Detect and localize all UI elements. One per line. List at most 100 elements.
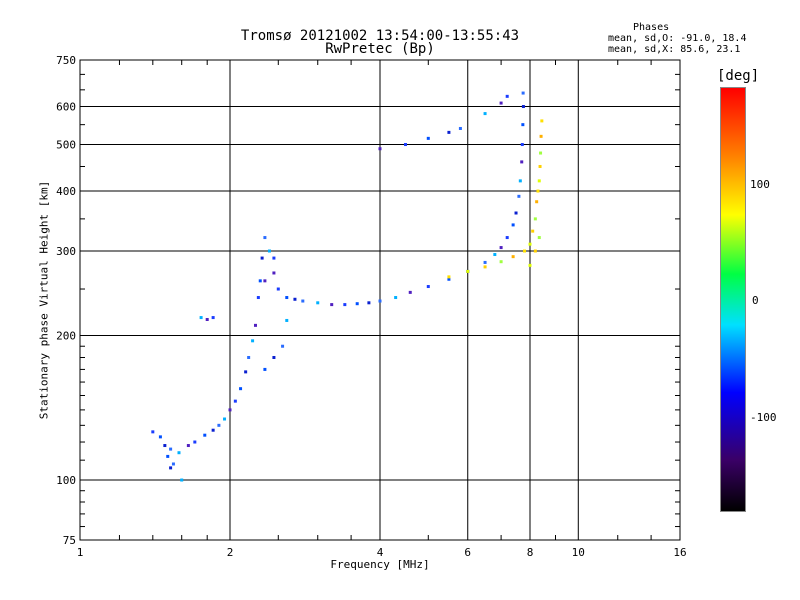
o-mode-point	[253, 323, 257, 327]
x-mode-point	[466, 269, 470, 273]
x-mode-point	[537, 236, 541, 240]
o-mode-point	[171, 462, 175, 466]
o-mode-point	[239, 387, 243, 391]
x-axis-label: Frequency [MHz]	[330, 558, 430, 571]
o-mode-point	[316, 301, 320, 305]
o-mode-point	[276, 287, 280, 291]
o-mode-point	[163, 444, 167, 448]
y-tick-label: 400	[56, 185, 76, 198]
o-mode-point	[256, 296, 260, 300]
grid-lines	[80, 60, 680, 540]
phase-o-stats: mean, sd,O: -91.0, 18.4	[608, 33, 747, 44]
o-mode-point	[520, 160, 524, 164]
o-mode-point	[514, 211, 518, 215]
o-mode-point	[378, 299, 382, 303]
o-mode-point	[151, 430, 155, 434]
colorbar-tick-label: 100	[750, 178, 770, 191]
o-mode-point	[505, 236, 509, 240]
x-mode-point	[447, 275, 451, 279]
x-mode-point	[528, 263, 532, 267]
o-mode-point	[493, 253, 497, 257]
o-mode-point	[355, 302, 359, 306]
x-mode-point	[531, 229, 535, 233]
o-mode-point	[343, 303, 347, 307]
phase-heading: Phases	[633, 22, 670, 33]
x-mode-point	[537, 179, 541, 183]
o-mode-point	[223, 417, 227, 421]
x-mode-point	[511, 255, 515, 259]
data-points	[151, 91, 544, 482]
colorbar-unit: [deg]	[717, 68, 760, 84]
o-mode-point	[521, 105, 525, 109]
y-tick-label: 600	[56, 101, 76, 114]
o-mode-point	[199, 316, 203, 320]
o-mode-point	[158, 435, 162, 439]
x-mode-point	[533, 249, 537, 253]
y-tick-label: 750	[56, 54, 76, 67]
o-mode-point	[499, 246, 503, 250]
o-mode-point	[228, 408, 232, 412]
x-mode-point	[528, 242, 532, 246]
o-mode-point	[483, 260, 487, 264]
colorbar-tick-label: 0	[752, 294, 759, 307]
o-mode-point	[378, 147, 382, 151]
o-mode-point	[169, 466, 173, 470]
o-mode-point	[263, 279, 267, 283]
o-mode-point	[367, 301, 371, 305]
o-mode-point	[285, 296, 289, 300]
x-mode-point	[539, 151, 543, 155]
x-tick-label: 10	[572, 546, 585, 559]
o-mode-point	[260, 256, 264, 260]
o-mode-point	[267, 249, 271, 253]
x-tick-label: 4	[377, 546, 384, 559]
y-tick-label: 300	[56, 245, 76, 258]
o-mode-point	[394, 296, 398, 300]
x-mode-point	[536, 189, 540, 193]
o-mode-point	[521, 123, 525, 127]
o-mode-point	[505, 94, 509, 98]
y-tick-label: 75	[63, 534, 76, 547]
o-mode-point	[499, 101, 503, 105]
o-mode-point	[521, 91, 525, 95]
o-mode-point	[518, 179, 522, 183]
o-mode-point	[285, 318, 289, 322]
o-mode-point	[244, 370, 248, 374]
chart-subtitle: RwPretec (Bp)	[325, 41, 435, 57]
y-axis-label: Stationary phase Virtual Height [km]	[37, 180, 51, 420]
x-mode-point	[538, 164, 542, 168]
o-mode-point	[447, 130, 451, 134]
axis-ticks: 1 2 4 6 8 10 16 75 100 200 300 400 500 600 750	[56, 54, 687, 559]
o-mode-point	[193, 440, 197, 444]
o-mode-point	[186, 444, 190, 448]
colorbar-tick-label: -100	[750, 411, 777, 424]
o-mode-point	[211, 316, 215, 320]
o-mode-point	[177, 451, 181, 455]
o-mode-point	[169, 447, 173, 451]
o-mode-point	[517, 194, 521, 198]
x-tick-label: 8	[527, 546, 534, 559]
phase-colorbar	[720, 87, 746, 512]
x-mode-point	[535, 200, 539, 204]
x-tick-label: 16	[673, 546, 686, 559]
phase-x-stats: mean, sd,X: 85.6, 23.1	[608, 44, 741, 55]
y-tick-label: 200	[56, 330, 76, 343]
y-tick-label: 100	[56, 474, 76, 487]
o-mode-point	[426, 136, 430, 140]
o-mode-point	[166, 454, 170, 458]
x-mode-point	[483, 265, 487, 269]
o-mode-point	[247, 355, 251, 359]
o-mode-point	[251, 339, 255, 343]
x-mode-point	[539, 134, 543, 138]
o-mode-point	[205, 317, 209, 321]
o-mode-point	[426, 285, 430, 289]
o-mode-point	[293, 297, 297, 301]
o-mode-point	[272, 256, 276, 260]
o-mode-point	[180, 478, 184, 482]
o-mode-point	[281, 344, 285, 348]
o-mode-point	[272, 271, 276, 275]
x-mode-point	[533, 217, 537, 221]
o-mode-point	[511, 223, 515, 227]
o-mode-point	[520, 143, 524, 147]
o-mode-point	[258, 279, 262, 283]
